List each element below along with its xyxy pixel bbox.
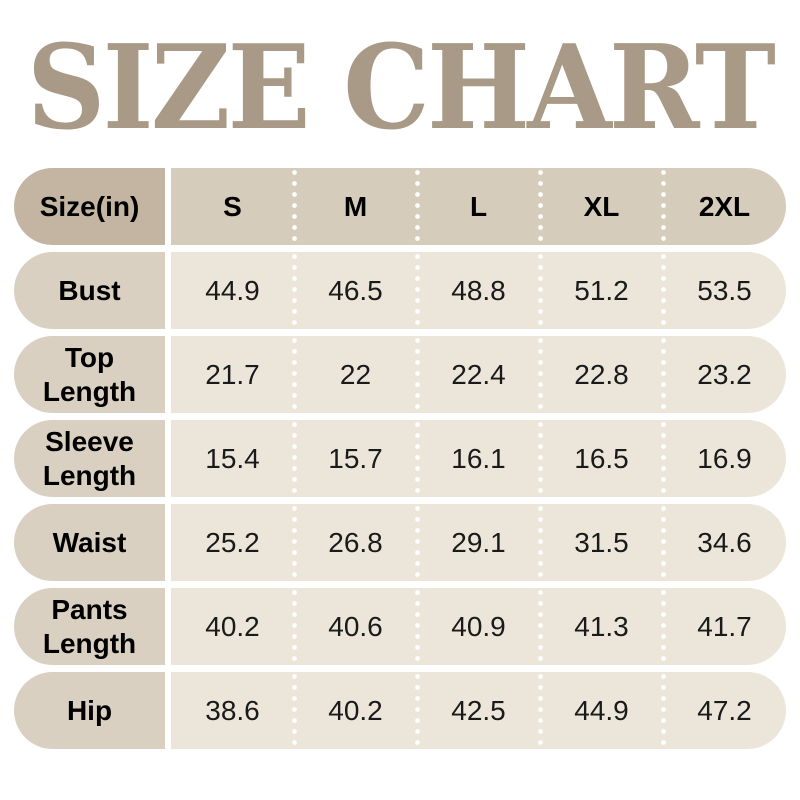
row-values: 40.2 40.6 40.9 41.3 41.7	[171, 588, 786, 665]
row-values: 25.2 26.8 29.1 31.5 34.6	[171, 504, 786, 581]
value-cell: 22.8	[537, 336, 663, 413]
table-row-pants-length: Pants Length 40.2 40.6 40.9 41.3 41.7	[14, 588, 786, 665]
table-row-bust: Bust 44.9 46.5 48.8 51.2 53.5	[14, 252, 786, 329]
value-cell: 41.3	[537, 588, 663, 665]
value-cell: 26.8	[291, 504, 417, 581]
value-cell: 21.7	[205, 358, 260, 390]
row-label: Bust	[14, 252, 165, 329]
value-cell: 40.2	[205, 610, 260, 642]
table-row-hip: Hip 38.6 40.2 42.5 44.9 47.2	[14, 672, 786, 749]
size-chart-page: SIZE CHART Size(in) S M L XL 2XL Bust 44…	[0, 30, 800, 800]
value-cell: 48.8	[414, 252, 540, 329]
column-headers: S M L XL 2XL	[171, 168, 786, 245]
value-cell: 40.2	[291, 672, 417, 749]
value-cell: 22.4	[414, 336, 540, 413]
value-cell: 34.6	[660, 504, 786, 581]
row-values: 15.4 15.7 16.1 16.5 16.9	[171, 420, 786, 497]
value-cell: 16.9	[660, 420, 786, 497]
value-cell: 38.6	[205, 694, 260, 726]
value-cell: 51.2	[537, 252, 663, 329]
row-label: Pants Length	[14, 588, 165, 665]
column-header-l: L	[414, 168, 540, 245]
value-cell: 41.7	[660, 588, 786, 665]
size-table: Size(in) S M L XL 2XL Bust 44.9 46.5 48.…	[14, 168, 786, 749]
value-cell: 16.1	[414, 420, 540, 497]
value-cell: 53.5	[660, 252, 786, 329]
row-values: 38.6 40.2 42.5 44.9 47.2	[171, 672, 786, 749]
value-cell: 29.1	[414, 504, 540, 581]
value-cell: 31.5	[537, 504, 663, 581]
row-label: Top Length	[14, 336, 165, 413]
size-unit-header: Size(in)	[14, 168, 165, 245]
column-header-2xl: 2XL	[660, 168, 786, 245]
value-cell: 46.5	[291, 252, 417, 329]
value-cell: 42.5	[414, 672, 540, 749]
column-header-m: M	[291, 168, 417, 245]
value-cell: 16.5	[537, 420, 663, 497]
value-cell: 44.9	[537, 672, 663, 749]
table-row-waist: Waist 25.2 26.8 29.1 31.5 34.6	[14, 504, 786, 581]
row-label: Sleeve Length	[14, 420, 165, 497]
value-cell: 40.6	[291, 588, 417, 665]
value-cell: 15.4	[205, 442, 260, 474]
value-cell: 22	[291, 336, 417, 413]
table-row-sleeve-length: Sleeve Length 15.4 15.7 16.1 16.5 16.9	[14, 420, 786, 497]
row-values: 21.7 22 22.4 22.8 23.2	[171, 336, 786, 413]
column-header-xl: XL	[537, 168, 663, 245]
table-header-row: Size(in) S M L XL 2XL	[14, 168, 786, 245]
value-cell: 15.7	[291, 420, 417, 497]
row-label: Waist	[14, 504, 165, 581]
value-cell: 44.9	[205, 274, 260, 306]
row-values: 44.9 46.5 48.8 51.2 53.5	[171, 252, 786, 329]
value-cell: 25.2	[205, 526, 260, 558]
value-cell: 47.2	[660, 672, 786, 749]
row-label: Hip	[14, 672, 165, 749]
value-cell: 23.2	[660, 336, 786, 413]
page-title: SIZE CHART	[26, 20, 776, 156]
value-cell: 40.9	[414, 588, 540, 665]
table-row-top-length: Top Length 21.7 22 22.4 22.8 23.2	[14, 336, 786, 413]
column-header-s: S	[223, 190, 242, 222]
